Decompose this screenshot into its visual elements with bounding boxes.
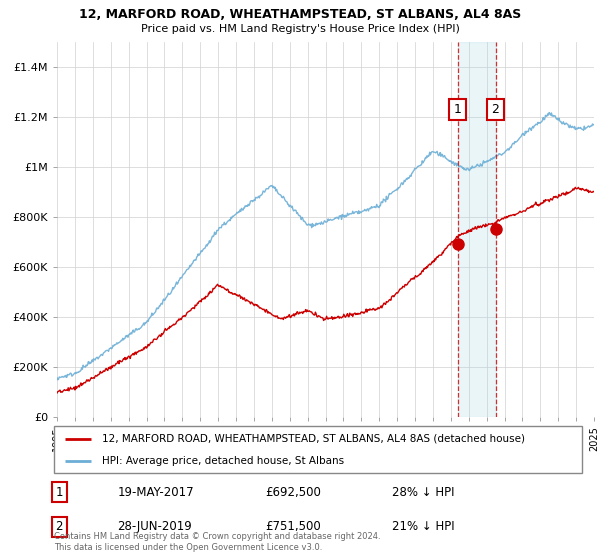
Text: 1: 1	[56, 486, 63, 498]
Text: 19-MAY-2017: 19-MAY-2017	[118, 486, 194, 498]
Text: 2: 2	[56, 520, 63, 534]
Text: 2: 2	[491, 103, 499, 116]
Text: £751,500: £751,500	[265, 520, 321, 534]
Bar	[458, 42, 496, 417]
Text: 12, MARFORD ROAD, WHEATHAMPSTEAD, ST ALBANS, AL4 8AS: 12, MARFORD ROAD, WHEATHAMPSTEAD, ST ALB…	[79, 8, 521, 21]
Text: 12, MARFORD ROAD, WHEATHAMPSTEAD, ST ALBANS, AL4 8AS (detached house): 12, MARFORD ROAD, WHEATHAMPSTEAD, ST ALB…	[101, 434, 524, 444]
Text: Price paid vs. HM Land Registry's House Price Index (HPI): Price paid vs. HM Land Registry's House …	[140, 24, 460, 34]
Text: 21% ↓ HPI: 21% ↓ HPI	[392, 520, 455, 534]
Text: £692,500: £692,500	[265, 486, 321, 498]
Text: 28% ↓ HPI: 28% ↓ HPI	[392, 486, 454, 498]
Text: 28-JUN-2019: 28-JUN-2019	[118, 520, 192, 534]
Text: Contains HM Land Registry data © Crown copyright and database right 2024.
This d: Contains HM Land Registry data © Crown c…	[54, 532, 380, 552]
Text: HPI: Average price, detached house, St Albans: HPI: Average price, detached house, St A…	[101, 456, 344, 466]
Text: 1: 1	[454, 103, 461, 116]
